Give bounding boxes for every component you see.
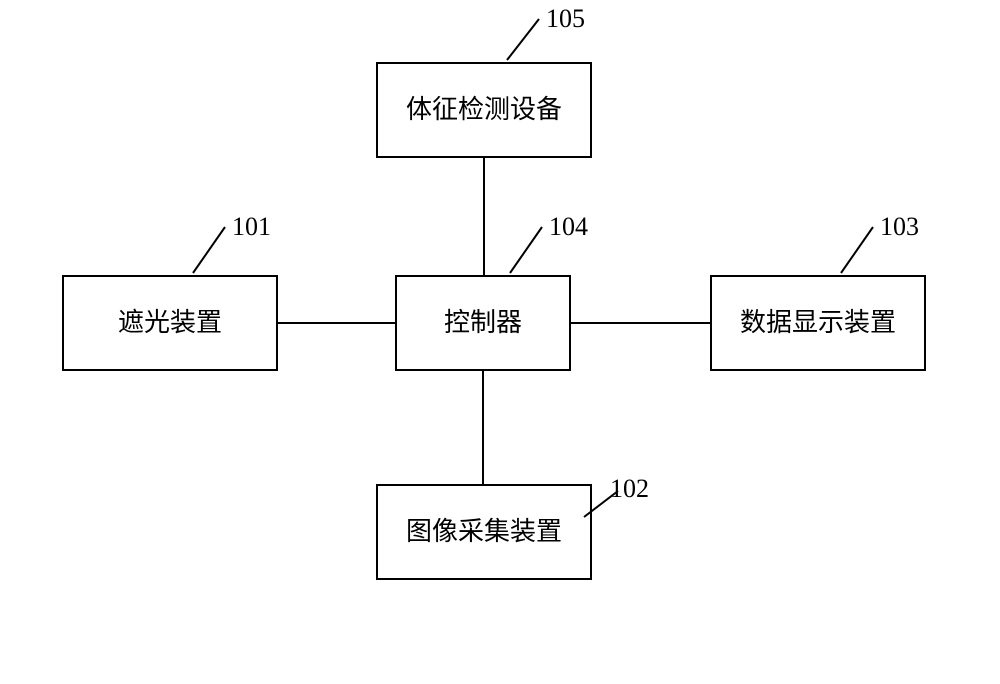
edge-105-104 <box>483 158 485 275</box>
node-image-capture: 图像采集装置 <box>376 484 592 580</box>
ref-label-105: 105 <box>546 6 585 32</box>
node-label: 图像采集装置 <box>406 516 562 547</box>
node-label: 数据显示装置 <box>740 307 896 338</box>
leader-line-103 <box>841 227 873 273</box>
node-shading-device: 遮光装置 <box>62 275 278 371</box>
ref-label-101: 101 <box>232 214 271 240</box>
node-sign-detection: 体征检测设备 <box>376 62 592 158</box>
ref-text: 101 <box>232 212 271 241</box>
edge-101-104 <box>278 322 395 324</box>
node-label: 控制器 <box>444 307 522 338</box>
node-data-display: 数据显示装置 <box>710 275 926 371</box>
ref-text: 103 <box>880 212 919 241</box>
node-label: 遮光装置 <box>118 307 222 338</box>
leader-line-101 <box>193 227 225 273</box>
ref-text: 105 <box>546 4 585 33</box>
ref-label-103: 103 <box>880 214 919 240</box>
edge-104-102 <box>482 371 484 484</box>
leader-line-105 <box>507 19 539 60</box>
edge-104-103 <box>571 322 710 324</box>
ref-label-104: 104 <box>549 214 588 240</box>
leader-line-104 <box>510 227 542 273</box>
node-controller: 控制器 <box>395 275 571 371</box>
node-label: 体征检测设备 <box>406 94 562 125</box>
ref-text: 104 <box>549 212 588 241</box>
leader-line-102 <box>584 491 618 517</box>
